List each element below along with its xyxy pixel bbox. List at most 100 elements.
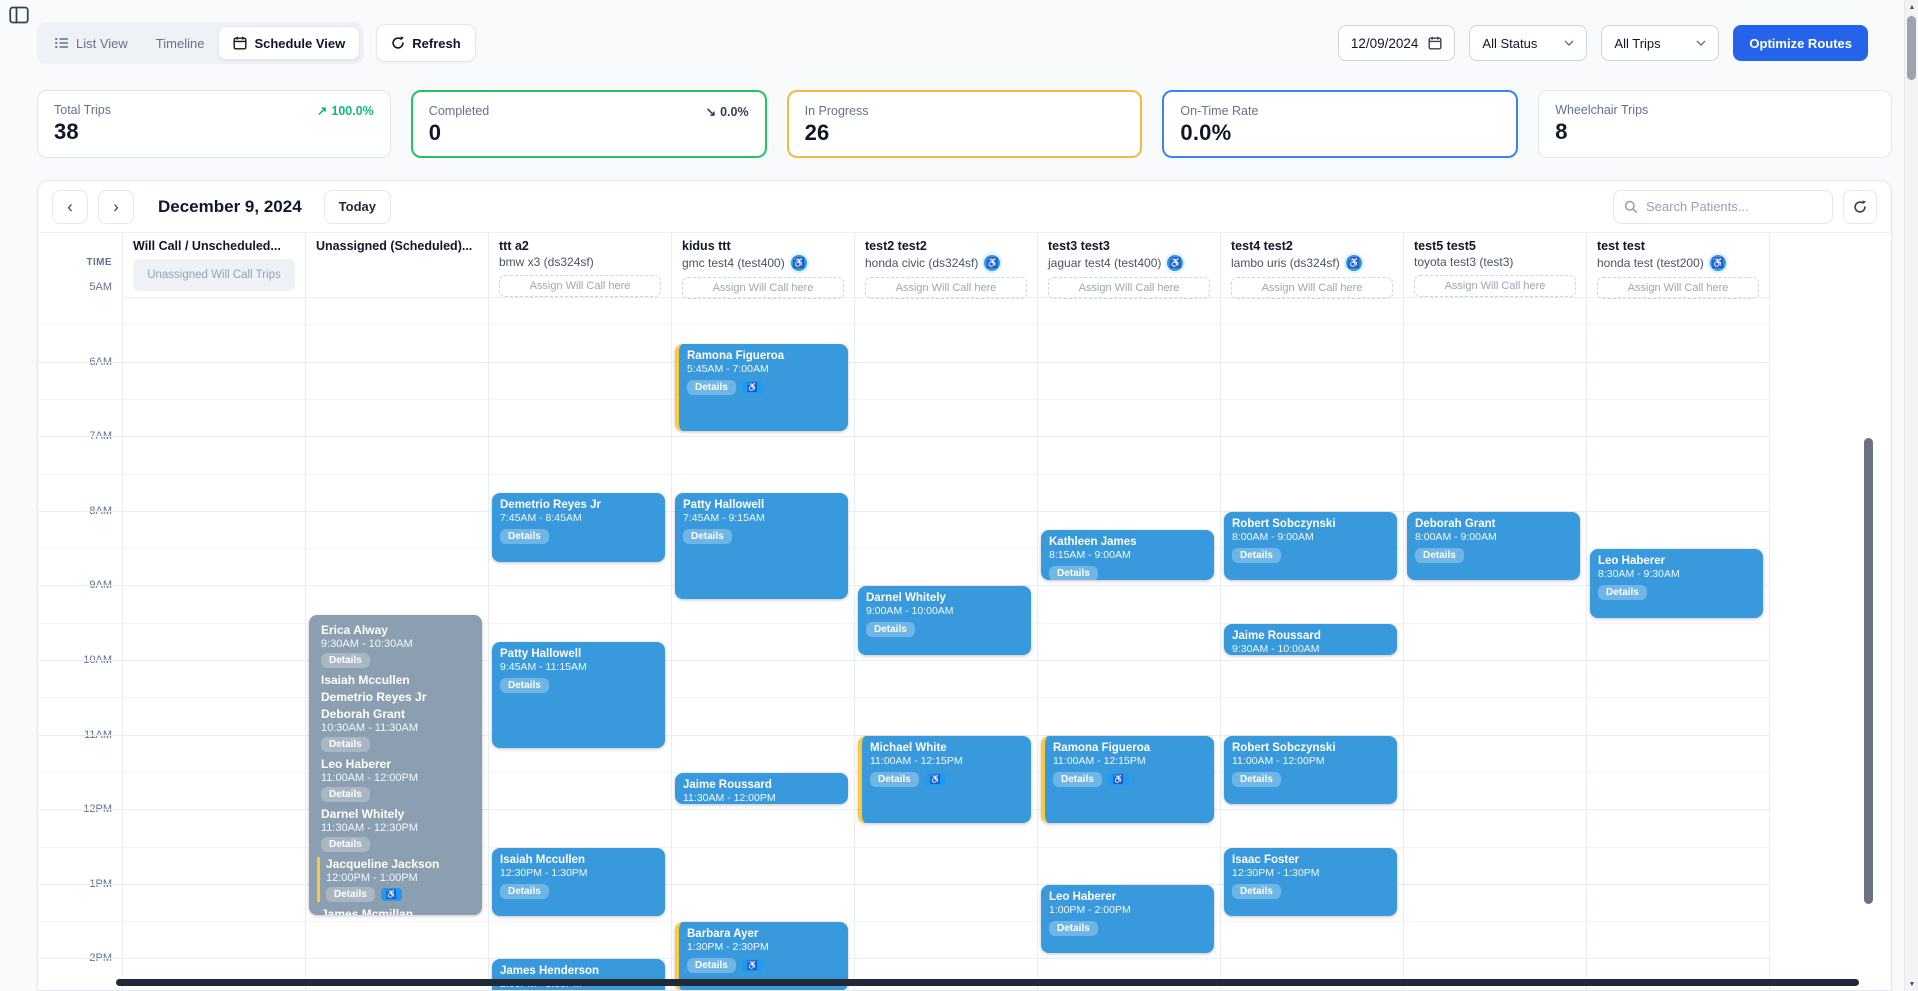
details-button[interactable]: Details [687,379,736,395]
trip-event-card[interactable]: Darnel Whitely 9:00AM - 10:00AM Details [858,586,1031,655]
trip-event-card[interactable]: Barbara Ayer 1:30PM - 2:30PM Details ♿ [675,922,848,990]
details-button[interactable]: Details [1049,566,1098,581]
trip-actions: Details [866,622,1023,638]
details-button[interactable]: Details [1598,585,1647,601]
column-header: kidus ttt gmc test4 (test400) ♿ Assign Will… [672,233,854,299]
trip-actions: Details [1049,920,1206,936]
details-button[interactable]: Details [321,787,370,803]
assign-will-call-dropzone[interactable]: Assign Will Call here [1231,277,1393,299]
details-button[interactable]: Details [1415,547,1464,563]
trip-event-card[interactable]: Leo Haberer 1:00PM - 2:00PM Details [1041,884,1214,954]
trip-patient-name: Erica Alway [321,623,388,638]
trip-patient-name: Isaiah Mccullen [321,673,410,688]
scroll-down-icon[interactable]: ▼ [1908,980,1916,988]
unassigned-trip[interactable]: Darnel Whitely 11:30AM - 12:30PM Details [317,807,474,853]
trip-event-card[interactable]: Deborah Grant 8:00AM - 9:00AM Details [1407,511,1580,581]
trip-patient-name: Darnel Whitely [866,592,946,605]
trip-event-card[interactable]: Robert Sobczynski 8:00AM - 9:00AM Details [1224,511,1397,581]
assign-will-call-dropzone[interactable]: Assign Will Call here [1597,277,1759,299]
trip-event-card[interactable]: Ramona Figueroa 5:45AM - 7:00AM Details ♿ [675,343,848,432]
details-button[interactable]: Details [500,883,549,899]
tab-schedule-view[interactable]: Schedule View [218,26,361,60]
column-border [1220,233,1221,990]
details-button[interactable]: Details [870,771,919,787]
stat-card-in-progress: In Progress 26 [786,90,1143,158]
trip-event-card[interactable]: Ramona Figueroa 11:00AM - 12:15PM Details ♿ [1041,735,1214,823]
prev-day-button[interactable]: ‹ [52,189,88,224]
unassigned-trip[interactable]: Jacqueline Jackson 12:00PM - 1:00PM Detail… [317,857,474,903]
details-button[interactable]: Details [687,958,736,974]
tab-list-view[interactable]: List View [41,26,142,60]
details-button[interactable]: Details [326,887,375,903]
top-toolbar: List View Timeline Schedule View Refresh… [37,22,1868,64]
window-scrollbar[interactable]: ▲ ▼ [1904,0,1918,991]
vertical-scrollbar-thumb[interactable] [1864,438,1873,904]
details-button[interactable]: Details [321,653,370,669]
details-button[interactable]: Details [1232,547,1281,563]
trip-event-card[interactable]: Patty Hallowell 9:45AM - 11:15AM Details [492,642,665,749]
window-scrollbar-thumb[interactable] [1907,16,1916,80]
column-vehicle: honda test (test200) ♿ [1597,255,1726,271]
details-button[interactable]: Details [500,529,549,545]
stat-label: Completed [428,104,490,118]
unassigned-scheduled-block[interactable]: Erica Alway 9:30AM - 10:30AM Details Isaiah… [309,615,482,916]
trip-event-card[interactable]: Isaiah Mccullen 12:30PM - 1:30PM Details [492,847,665,917]
details-button[interactable]: Details [500,678,549,694]
trips-filter-select[interactable]: All Trips [1601,25,1720,61]
tab-timeline[interactable]: Timeline [142,26,219,60]
unassigned-trip[interactable]: Erica Alway 9:30AM - 10:30AM Details [317,623,474,669]
trip-event-card[interactable]: Michael White 11:00AM - 12:15PM Details ♿ [858,735,1031,823]
today-button[interactable]: Today [323,189,391,224]
details-button[interactable]: Details [1053,771,1102,787]
details-button[interactable]: Details [321,837,370,853]
refresh-button[interactable]: Refresh [376,24,476,62]
unassigned-trip[interactable]: Isaiah Mccullen [317,673,474,687]
status-filter-select[interactable]: All Status [1469,25,1588,61]
trip-actions: Details [321,837,474,853]
trip-actions: Details [683,529,840,545]
next-day-button[interactable]: › [98,189,134,224]
trip-actions: Details [500,883,657,899]
search-input[interactable] [1646,199,1822,214]
scroll-up-icon[interactable]: ▲ [1908,3,1916,11]
horizontal-scrollbar-thumb[interactable] [116,979,1859,986]
trip-event-card[interactable]: Patty Hallowell 7:45AM - 9:15AM Details [675,493,848,600]
details-button[interactable]: Details [866,622,915,638]
half-hour-gridline [38,697,1769,699]
assign-will-call-dropzone[interactable]: Assign Will Call here [682,277,844,299]
wheelchair-icon: ♿ [741,959,764,973]
chevron-down-icon [1564,40,1574,46]
trip-event-card[interactable]: Robert Sobczynski 11:00AM - 12:00PM Detail… [1224,735,1397,805]
details-button[interactable]: Details [1049,920,1098,936]
details-button[interactable]: Details [1232,771,1281,787]
trip-event-card[interactable]: Isaac Foster 12:30PM - 1:30PM Details [1224,847,1397,917]
calendar-icon[interactable] [1428,36,1442,50]
column-border [854,233,855,990]
trip-patient-name: Robert Sobczynski [1232,517,1336,530]
details-button[interactable]: Details [683,529,732,545]
patient-search[interactable] [1613,189,1833,224]
sidebar-toggle-icon[interactable] [9,5,29,25]
details-button[interactable]: Details [1232,883,1281,899]
hour-gridline [38,958,1769,960]
assign-will-call-dropzone[interactable]: Assign Will Call here [1048,277,1210,299]
trip-event-card[interactable]: Leo Haberer 8:30AM - 9:30AM Details [1590,549,1763,618]
assign-will-call-dropzone[interactable]: Assign Will Call here [865,277,1027,299]
unassigned-trip[interactable]: Leo Haberer 11:00AM - 12:00PM Details [317,757,474,803]
assign-will-call-dropzone[interactable]: Assign Will Call here [1414,275,1576,297]
unassigned-trip[interactable]: Deborah Grant 10:30AM - 11:30AM Details [317,707,474,753]
assign-will-call-dropzone[interactable]: Assign Will Call here [499,275,661,297]
unassigned-trip[interactable]: Demetrio Reyes Jr [317,690,474,704]
calendar-refresh-button[interactable] [1843,189,1877,224]
details-button[interactable]: Details [321,737,370,753]
date-picker[interactable]: 12/09/2024 [1337,25,1456,61]
trip-event-card[interactable]: Demetrio Reyes Jr 7:45AM - 8:45AM Details [492,493,665,562]
column-vehicle: honda civic (ds324sf) ♿ [865,255,1001,271]
wheelchair-badge-icon: ♿ [984,255,1001,271]
optimize-routes-button[interactable]: Optimize Routes [1733,25,1868,61]
trip-event-card[interactable]: Kathleen James 8:15AM - 9:00AM Details [1041,530,1214,581]
